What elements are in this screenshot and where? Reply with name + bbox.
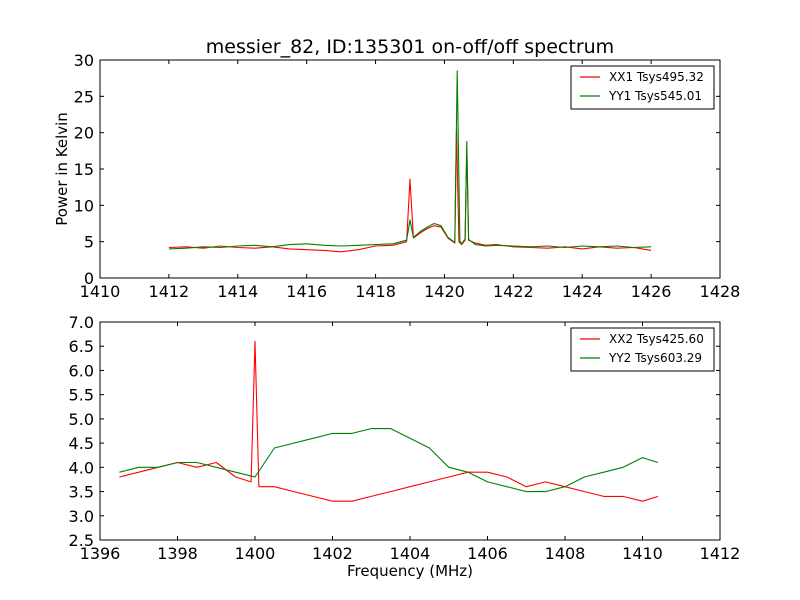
lower-y-tick-label: 3.5 — [69, 483, 94, 502]
upper-x-tick-label: 1428 — [700, 282, 741, 301]
legend-label-xx2: XX2 Tsys425.60 — [609, 332, 704, 346]
upper-plot-series-group — [168, 70, 652, 253]
lower-y-tick-label: 3.0 — [69, 507, 94, 526]
upper-y-tick-label: 10 — [74, 196, 94, 215]
upper-y-tick-label: 15 — [74, 160, 94, 179]
lower-x-tick-label: 1396 — [80, 544, 121, 563]
upper-x-tick-label: 1410 — [80, 282, 121, 301]
lower-plot-legend: XX2 Tsys425.60 YY2 Tsys603.29 — [570, 327, 715, 372]
upper-y-tick-label: 5 — [84, 233, 94, 252]
lower-x-tick-label: 1404 — [390, 544, 431, 563]
lower-plot: 1396 1398 1400 1402 1404 1406 1408 1410 1412 2.5 3… — [69, 313, 741, 580]
lower-plot-series-group — [119, 340, 659, 502]
upper-y-tick-label: 25 — [74, 87, 94, 106]
chart-title: messier_82, ID:135301 on-off/off spectru… — [206, 36, 614, 58]
lower-y-tick-label: 6.5 — [69, 337, 94, 356]
lower-x-tick-label: 1400 — [235, 544, 276, 563]
lower-y-tick-label: 6.0 — [69, 361, 94, 380]
lower-x-tick-label: 1408 — [545, 544, 586, 563]
upper-x-tick-label: 1416 — [286, 282, 327, 301]
legend-label-xx1: XX1 Tsys495.32 — [609, 70, 704, 84]
lower-y-tick-label: 7.0 — [69, 313, 94, 332]
lower-y-tick-label: 2.5 — [69, 531, 94, 550]
upper-plot: 1410 1412 1414 1416 1418 1420 1422 1424 1426 1428… — [53, 51, 740, 301]
upper-x-tick-label: 1424 — [562, 282, 603, 301]
upper-series-2-line — [168, 70, 652, 250]
lower-x-tick-label: 1406 — [467, 544, 508, 563]
upper-x-tick-label: 1418 — [355, 282, 396, 301]
upper-y-tick-label: 30 — [74, 51, 94, 70]
lower-x-tick-label: 1402 — [312, 544, 353, 563]
lower-plot-ticks: 1396 1398 1400 1402 1404 1406 1408 1410 1412 2.5 3… — [69, 313, 741, 563]
upper-x-tick-label: 1412 — [149, 282, 190, 301]
upper-x-tick-label: 1414 — [217, 282, 258, 301]
legend-label-yy2: YY2 Tsys603.29 — [608, 351, 702, 365]
upper-plot-ticks: 1410 1412 1414 1416 1418 1420 1422 1424 1426 1428… — [74, 51, 741, 301]
lower-y-tick-label: 5.5 — [69, 386, 94, 405]
lower-plot-legend-box — [570, 327, 715, 372]
lower-y-tick-label: 4.5 — [69, 434, 94, 453]
upper-plot-legend: XX1 Tsys495.32 YY1 Tsys545.01 — [570, 65, 715, 110]
upper-plot-legend-box — [570, 65, 715, 110]
lower-y-tick-label: 5.0 — [69, 410, 94, 429]
upper-x-tick-label: 1420 — [424, 282, 465, 301]
lower-plot-x-axis-label: Frequency (MHz) — [347, 562, 473, 580]
lower-y-tick-label: 4.0 — [69, 458, 94, 477]
upper-y-tick-label: 0 — [84, 269, 94, 288]
upper-series-1-line — [168, 128, 652, 253]
lower-x-tick-label: 1398 — [157, 544, 198, 563]
upper-plot-y-axis-label: Power in Kelvin — [53, 112, 71, 226]
upper-x-tick-label: 1422 — [493, 282, 534, 301]
lower-series-2-line — [119, 428, 659, 493]
lower-x-tick-label: 1412 — [700, 544, 741, 563]
legend-label-yy1: YY1 Tsys545.01 — [608, 89, 702, 103]
upper-x-tick-label: 1426 — [631, 282, 672, 301]
lower-x-tick-label: 1410 — [622, 544, 663, 563]
upper-y-tick-label: 20 — [74, 124, 94, 143]
